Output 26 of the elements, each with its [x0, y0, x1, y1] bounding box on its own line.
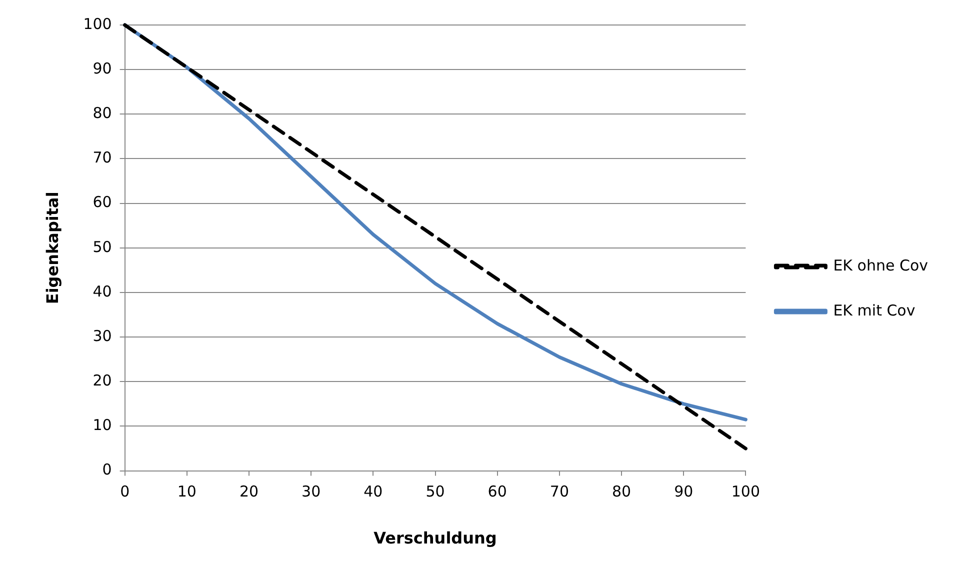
y-tick-label: 80	[92, 104, 112, 122]
x-tick-label: 90	[674, 482, 694, 501]
y-tick-label: 20	[92, 372, 112, 390]
x-tick-label: 20	[239, 482, 259, 501]
x-tick-label: 80	[612, 482, 632, 501]
y-tick-label: 30	[92, 326, 112, 345]
x-axis-title: Verschuldung	[374, 528, 497, 548]
x-tick-label: 30	[302, 482, 321, 501]
x-tick-label: 100	[731, 482, 760, 501]
y-tick-label: 60	[92, 193, 112, 212]
y-tick-label: 10	[92, 416, 112, 434]
y-tick-label: 0	[102, 460, 112, 479]
y-tick-label: 70	[92, 148, 112, 167]
y-axis-title: Eigenkapital	[42, 192, 62, 304]
x-tick-label: 50	[426, 482, 445, 501]
y-tick-label: 90	[92, 59, 112, 78]
y-tick-label: 100	[83, 14, 112, 33]
x-tick-label: 0	[120, 482, 130, 501]
x-tick-label: 40	[364, 482, 383, 501]
legend-label: EK ohne Cov	[833, 256, 928, 274]
y-tick-label: 50	[92, 238, 112, 256]
legend-label: EK mit Cov	[833, 301, 916, 320]
x-tick-label: 60	[488, 482, 507, 501]
y-tick-label: 40	[92, 282, 112, 300]
x-tick-label: 10	[177, 482, 196, 501]
x-tick-label: 70	[550, 482, 569, 501]
